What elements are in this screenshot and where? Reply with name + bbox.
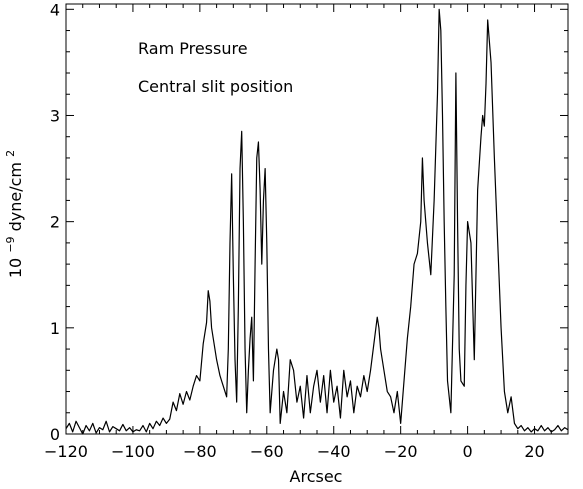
y-tick-label: 1 (50, 319, 60, 338)
x-axis: −120 −100 −80 −60 −40 −20 0 20 (44, 4, 569, 461)
y-axis-title: 10 −9 dyne/cm 2 (0, 150, 25, 278)
x-tick-label: −40 (317, 442, 351, 461)
y-axis: 0 1 2 3 4 (50, 0, 568, 444)
y-axis-title-exponent: −9 (4, 236, 17, 252)
x-axis-title: Arcsec (290, 467, 343, 486)
x-tick-label: −60 (250, 442, 284, 461)
y-axis-title-prefix: 10 (6, 258, 25, 278)
annotation-ram-pressure: Ram Pressure (138, 39, 248, 58)
x-tick-label: −80 (183, 442, 217, 461)
y-axis-title-unit-exponent: 2 (4, 150, 17, 157)
y-tick-label: 4 (50, 0, 60, 19)
y-tick-label: 0 (50, 425, 60, 444)
y-tick-label: 2 (50, 213, 60, 232)
plot-frame (65, 3, 569, 435)
x-tick-label: −20 (384, 442, 418, 461)
y-axis-title-unit: dyne/cm (6, 162, 25, 231)
y-tick-label: 3 (50, 106, 60, 125)
x-tick-label: −100 (111, 442, 155, 461)
series-line (65, 8, 569, 435)
annotation-central-slit-position: Central slit position (138, 77, 293, 96)
x-tick-label: 0 (463, 442, 473, 461)
x-tick-label: −120 (44, 442, 88, 461)
x-tick-label: 20 (524, 442, 544, 461)
